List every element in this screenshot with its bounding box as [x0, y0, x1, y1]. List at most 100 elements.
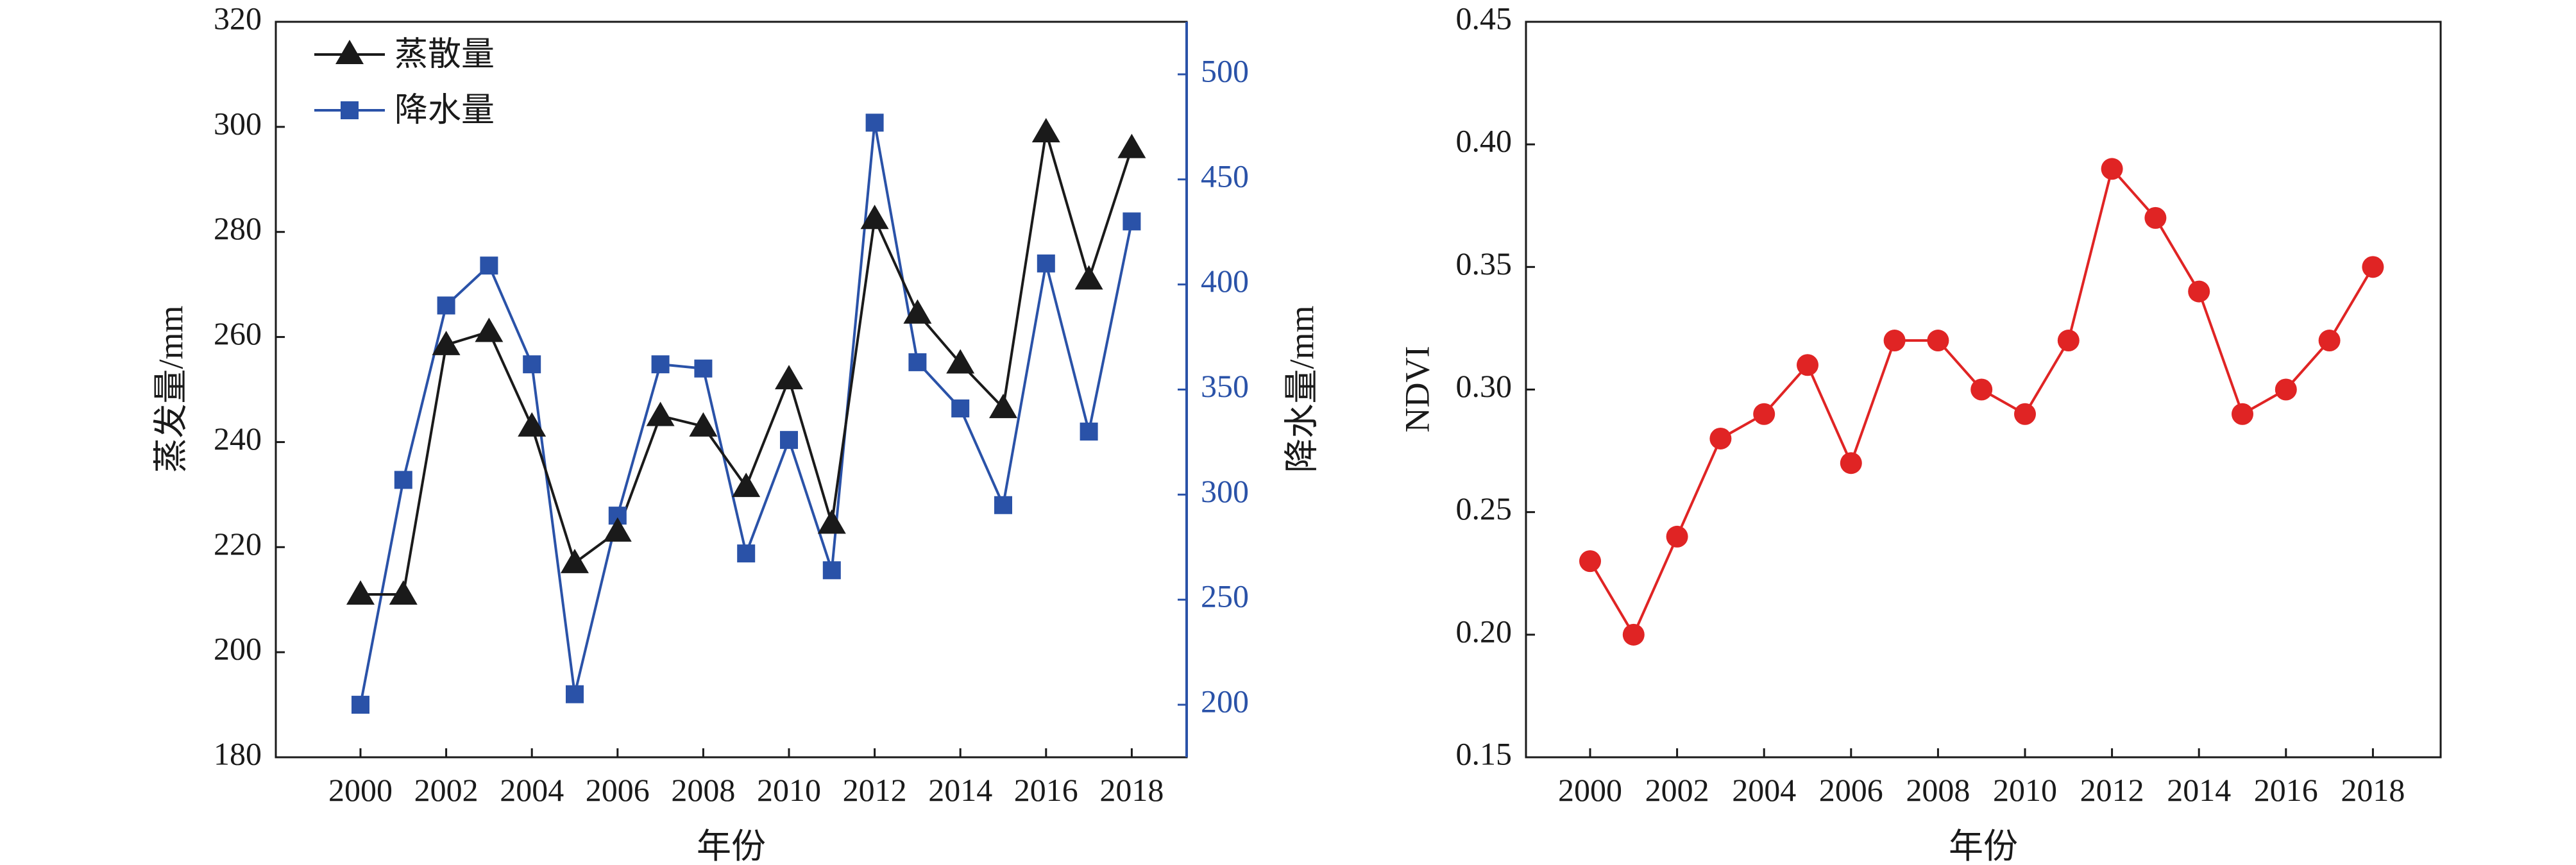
evapotranspiration-point — [775, 365, 803, 390]
c2-y-tick-label: 0.30 — [1456, 368, 1513, 404]
ndvi-point — [2188, 280, 2210, 303]
precipitation-point — [1080, 423, 1098, 441]
c2-y-tick-label: 0.25 — [1456, 491, 1513, 526]
ndvi-point — [1579, 550, 1601, 573]
precipitation-point — [908, 353, 927, 371]
evapotranspiration-point — [475, 317, 504, 342]
ndvi-point — [1709, 427, 1732, 449]
c2-x-tick-label: 2012 — [2080, 772, 2144, 808]
c2-y-tick-label: 0.45 — [1456, 0, 1513, 36]
c1-right-axis-label: 降水量/mm — [1282, 305, 1321, 473]
evapotranspiration-point — [1031, 118, 1060, 143]
c2-x-axis-label: 年份 — [1949, 827, 2018, 865]
precipitation-point — [694, 359, 713, 378]
c2-y-tick-label: 0.40 — [1456, 123, 1513, 159]
c1-x-tick-label: 2002 — [414, 772, 479, 808]
evaporation-precipitation-chart: 2000 2002 2004 2006 2008 2010 2012 2014 2016 2018… — [151, 0, 1321, 865]
evapotranspiration-point — [989, 394, 1017, 419]
c1-left-tick-label: 240 — [214, 421, 262, 457]
c2-y-tick-label: 0.15 — [1456, 735, 1513, 771]
c2-x-tick-label: 2016 — [2254, 772, 2318, 808]
c1-left-tick-label: 200 — [214, 631, 262, 667]
ndvi-chart: 2000 2002 2004 2006 2008 2010 2012 2014 2016 2018… — [1398, 0, 2442, 865]
precipitation-point — [437, 296, 455, 315]
ndvi-point — [2275, 378, 2297, 401]
c1-left-axis-label: 蒸发量/mm — [151, 305, 190, 473]
c2-x-tick-label: 2004 — [1732, 772, 1796, 808]
c2-x-tick-label: 2002 — [1645, 772, 1709, 808]
evapotranspiration-point — [860, 205, 889, 230]
c2-tick-labels: 2000 2002 2004 2006 2008 2010 2012 2014 2016 2018… — [1456, 0, 2405, 808]
c1-legend: 蒸散量 降水量 — [314, 37, 495, 129]
ndvi-point — [1797, 354, 1818, 376]
c2-plot-frame — [1525, 21, 2442, 759]
evapotranspiration-point — [732, 473, 761, 498]
c2-y-tick-label: 0.20 — [1456, 613, 1513, 649]
evapotranspiration-point — [561, 548, 589, 573]
c1-right-tick-label: 300 — [1201, 473, 1249, 509]
c2-series-markers — [1579, 158, 2384, 646]
precipitation-point — [566, 685, 584, 703]
c1-left-tick-label: 300 — [214, 105, 262, 141]
ndvi-point — [1666, 525, 1688, 548]
legend-square-marker — [341, 101, 359, 119]
evapotranspiration-point — [603, 517, 632, 542]
precipitation-point — [352, 696, 369, 714]
evapotranspiration-point — [903, 299, 932, 324]
c1-right-tick-label: 450 — [1201, 158, 1249, 194]
c1-x-axis-label: 年份 — [697, 827, 766, 865]
ndvi-point — [1883, 330, 1906, 352]
c2-x-tick-label: 2014 — [2167, 772, 2231, 808]
evapotranspiration-point — [1117, 133, 1146, 158]
precipitation-point — [737, 544, 756, 563]
precipitation-point — [994, 496, 1012, 514]
evapotranspiration-point — [817, 509, 846, 534]
c1-series-markers — [346, 113, 1146, 714]
ndvi-point — [2318, 330, 2341, 352]
legend-label-evapotranspiration: 蒸散量 — [394, 37, 495, 73]
c1-x-tick-label: 2016 — [1014, 772, 1078, 808]
c2-x-tick-label: 2000 — [1558, 772, 1622, 808]
ndvi-point — [1753, 403, 1775, 425]
precipitation-point — [865, 113, 884, 132]
precipitation-point — [1037, 254, 1055, 273]
ndvi-point — [1970, 378, 1993, 401]
evapotranspiration-point — [432, 330, 461, 355]
c1-x-tick-label: 2006 — [586, 772, 650, 808]
precipitation-point — [480, 256, 498, 275]
c1-left-tick-label: 220 — [214, 526, 262, 562]
c2-y-tick-label: 0.35 — [1456, 246, 1513, 281]
c2-x-tick-label: 2006 — [1819, 772, 1883, 808]
evapotranspiration-point — [346, 580, 375, 605]
c1-right-tick-label: 350 — [1201, 368, 1249, 404]
c1-x-tick-label: 2012 — [843, 772, 907, 808]
c2-x-tick-label: 2008 — [1906, 772, 1970, 808]
precipitation-point — [822, 561, 841, 580]
c1-left-tick-label: 260 — [214, 315, 262, 351]
c1-x-tick-label: 2004 — [500, 772, 564, 808]
evapotranspiration-point — [646, 401, 675, 426]
ndvi-point — [1622, 623, 1645, 646]
c2-x-tick-label: 2010 — [1993, 772, 2057, 808]
ndvi-point — [2232, 403, 2253, 425]
precipitation-point — [1123, 212, 1141, 231]
c1-x-tick-label: 2010 — [757, 772, 821, 808]
c2-x-tick-label: 2018 — [2341, 772, 2405, 808]
precipitation-point — [951, 399, 970, 417]
c1-x-tick-label: 2018 — [1099, 772, 1164, 808]
precipitation-point — [523, 355, 541, 374]
c1-right-tick-label: 500 — [1201, 53, 1249, 88]
ndvi-point — [2144, 206, 2167, 229]
ndvi-point — [2362, 256, 2384, 278]
c1-right-tick-label: 400 — [1201, 263, 1249, 299]
c1-tick-labels: 2000 2002 2004 2006 2008 2010 2012 2014 2016 2018… — [214, 0, 1249, 808]
evapotranspiration-point — [389, 580, 418, 605]
evapotranspiration-point — [518, 412, 547, 437]
ndvi-point — [2057, 330, 2080, 352]
ndvi-point — [2014, 403, 2036, 425]
ndvi-point — [1840, 452, 1862, 474]
c1-left-tick-label: 320 — [214, 0, 262, 36]
evapotranspiration-point — [1074, 265, 1103, 290]
c1-x-tick-label: 2014 — [928, 772, 992, 808]
